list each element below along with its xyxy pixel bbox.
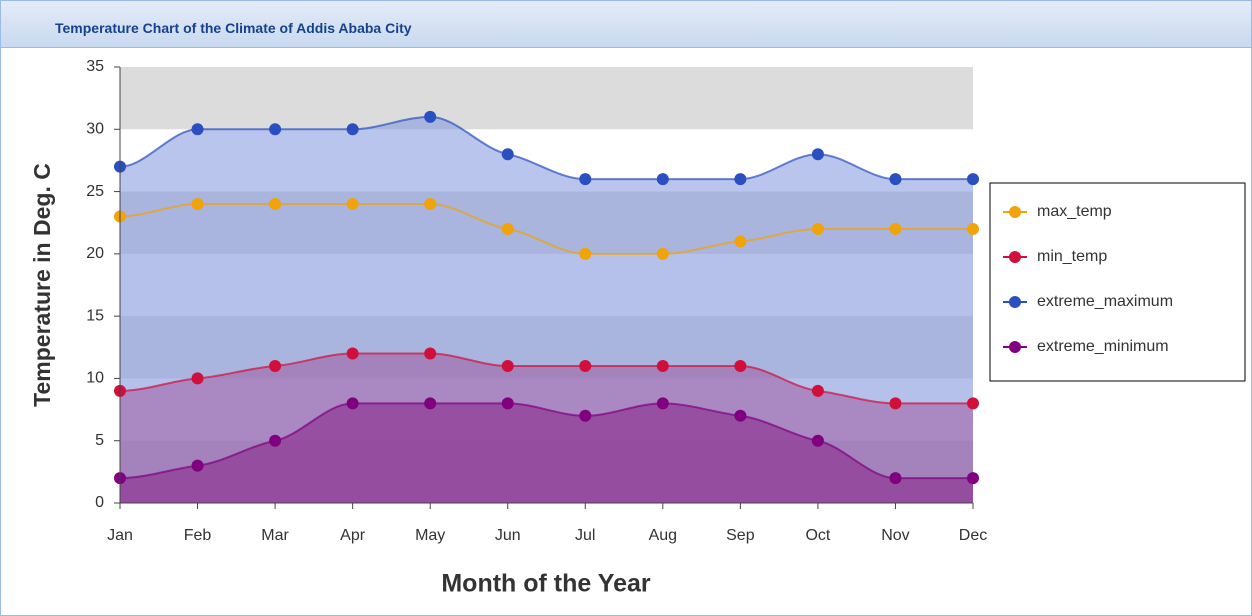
point: [889, 173, 902, 186]
legend-label: max_temp: [1037, 203, 1112, 220]
point: [967, 397, 979, 410]
y-axis-title: Temperature in Deg. C: [29, 163, 55, 407]
grid-band: [120, 67, 973, 130]
point: [501, 359, 514, 372]
point: [424, 347, 437, 360]
y-tick-label: 20: [86, 245, 104, 262]
x-axis-title: Month of the Year: [441, 570, 651, 598]
y-tick-label: 0: [95, 494, 104, 511]
line: [119, 115, 973, 181]
point: [269, 434, 282, 447]
point: [967, 472, 979, 485]
point: [734, 235, 747, 248]
legend-marker: [1009, 206, 1021, 218]
point: [656, 247, 669, 260]
point: [811, 222, 824, 235]
point: [191, 198, 204, 211]
legend-label: min_temp: [1037, 248, 1107, 265]
point: [501, 397, 514, 410]
x-tick-label: Nov: [881, 527, 909, 544]
point: [656, 397, 669, 410]
point: [656, 359, 669, 372]
x-tick-label: Feb: [184, 527, 212, 544]
point: [579, 359, 592, 372]
point: [967, 173, 979, 186]
x-tick-label: Dec: [959, 527, 987, 544]
point: [191, 372, 204, 385]
legend-label: extreme_maximum: [1037, 293, 1173, 310]
point: [501, 148, 514, 161]
point: [656, 173, 669, 186]
point: [811, 148, 824, 161]
legend-marker: [1009, 341, 1021, 353]
point: [734, 173, 747, 186]
point: [889, 222, 902, 235]
x-tick-label: Mar: [261, 527, 289, 544]
legend: [989, 182, 1246, 382]
point: [269, 198, 282, 211]
y-tick-label: 30: [86, 121, 104, 138]
point: [579, 173, 592, 186]
y-tick-label: 35: [86, 58, 104, 75]
point: [889, 472, 902, 485]
point: [346, 123, 359, 136]
point: [734, 359, 747, 372]
x-tick-label: Jun: [495, 527, 521, 544]
point: [579, 409, 592, 422]
line: [119, 402, 973, 480]
point: [346, 397, 359, 410]
point: [579, 247, 592, 260]
point: [424, 198, 437, 211]
x-tick-label: May: [415, 527, 445, 544]
point: [346, 347, 359, 360]
x-tick-label: Jul: [575, 527, 595, 544]
legend-marker: [1009, 251, 1021, 263]
point: [967, 222, 979, 235]
point: [269, 359, 282, 372]
point: [889, 397, 902, 410]
y-tick-label: 15: [86, 307, 104, 324]
panel-header: Temperature Chart of the Climate of Addi…: [1, 1, 1251, 48]
x-tick-label: Aug: [649, 527, 677, 544]
y-tick-label: 10: [86, 370, 104, 387]
point: [191, 123, 204, 136]
point: [811, 384, 824, 397]
x-tick-label: Apr: [340, 527, 366, 544]
point: [501, 222, 514, 235]
chart-title: Temperature Chart of the Climate of Addi…: [55, 20, 412, 36]
x-tick-label: Oct: [805, 527, 830, 544]
point: [191, 459, 204, 472]
legend-label: extreme_minimum: [1037, 338, 1169, 355]
point: [269, 123, 282, 136]
point: [424, 397, 437, 410]
y-tick-label: 25: [86, 183, 104, 200]
point: [346, 198, 359, 211]
x-tick-label: Jan: [107, 527, 133, 544]
point: [734, 409, 747, 422]
y-tick-label: 5: [95, 432, 104, 449]
point: [424, 110, 437, 123]
area: [120, 403, 973, 503]
legend-marker: [1009, 296, 1021, 308]
x-tick-label: Sep: [726, 527, 755, 544]
point: [811, 434, 824, 447]
